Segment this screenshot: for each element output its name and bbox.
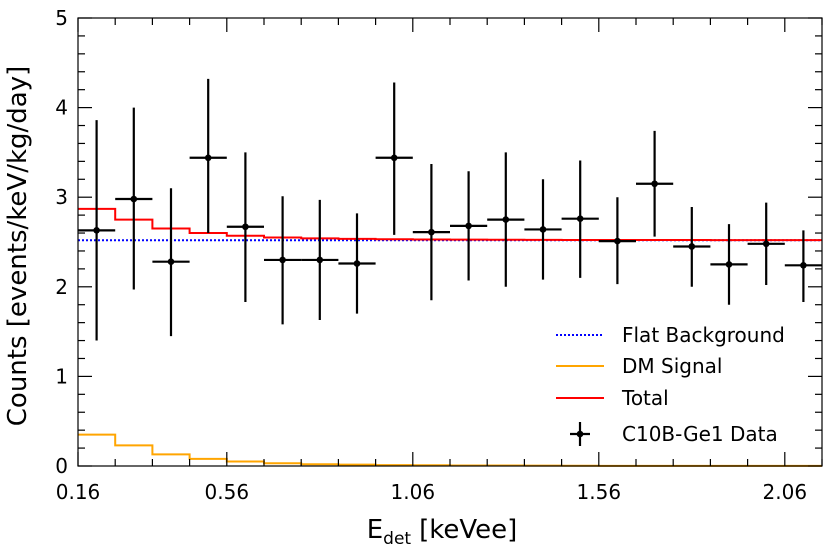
data-point-8 — [390, 154, 398, 162]
legend: Flat Background DM Signal Total C10B-Ge1… — [556, 323, 785, 446]
data-point-0 — [93, 227, 100, 234]
data-point-11 — [502, 216, 510, 223]
data-point-16 — [688, 243, 696, 250]
data-point-4 — [242, 223, 249, 231]
legend-data-label: C10B-Ge1 Data — [622, 422, 778, 446]
x-axis-label: Edet [keVee] — [367, 515, 518, 549]
data-point-5 — [279, 256, 286, 264]
y-tick-label-4: 4 — [55, 96, 68, 120]
x-tick-label-2.06: 2.06 — [763, 480, 808, 504]
y-tick-label-5: 5 — [55, 6, 68, 30]
plot-frame — [77, 17, 823, 467]
data-point-12 — [539, 226, 547, 233]
data-point-19 — [800, 261, 807, 269]
x-tick-label-1.56: 1.56 — [577, 480, 622, 504]
data-point-2 — [167, 258, 175, 266]
data-point-15 — [651, 180, 658, 188]
data-point-17 — [725, 261, 733, 268]
y-tick-label-2: 2 — [55, 275, 68, 299]
data-point-13 — [576, 215, 584, 223]
data-point-7 — [353, 260, 361, 267]
data-point-14 — [614, 237, 621, 245]
x-tick-label-0.16: 0.16 — [56, 480, 101, 504]
x-tick-label-0.56: 0.56 — [205, 480, 250, 504]
y-tick-label-1: 1 — [55, 364, 68, 388]
x-tick-label-1.06: 1.06 — [391, 480, 436, 504]
y-tick-label-3: 3 — [55, 185, 68, 209]
y-axis-label: Counts [events/keV/kg/day] — [3, 66, 33, 426]
data-point-1 — [130, 195, 138, 203]
legend-data-marker — [570, 422, 590, 446]
legend-data-point — [576, 430, 584, 438]
axis-ticks: 0 1 2 3 4 5 0.16 0.56 1.06 1.56 2.06 — [55, 6, 823, 504]
data-point-18 — [762, 240, 770, 248]
plot-area — [78, 78, 822, 467]
legend-total-label: Total — [621, 386, 669, 410]
data-point-3 — [204, 154, 212, 162]
data-point-9 — [428, 228, 435, 236]
data-point-10 — [465, 222, 472, 230]
data-point-6 — [316, 256, 324, 264]
legend-flat-background-label: Flat Background — [622, 323, 785, 347]
series-total-line — [78, 207, 822, 242]
y-tick-label-0: 0 — [55, 454, 68, 478]
legend-dm-signal-label: DM Signal — [622, 354, 722, 378]
